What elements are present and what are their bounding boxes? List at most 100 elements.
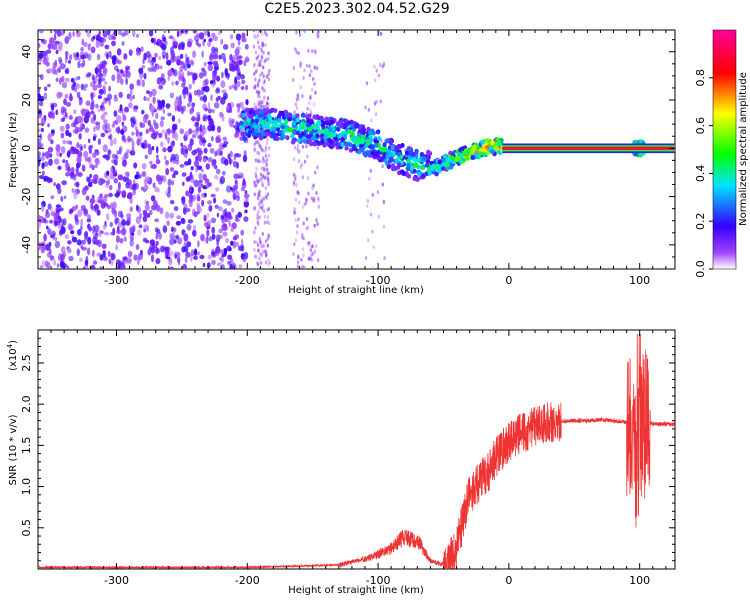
noise-cell xyxy=(54,240,61,249)
noise-cell xyxy=(129,206,133,212)
noise-cell xyxy=(165,52,169,61)
noise-cell xyxy=(219,150,223,156)
noise-cell xyxy=(308,73,312,78)
noise-cell xyxy=(231,222,237,230)
signal-cell xyxy=(333,136,338,141)
noise-cell xyxy=(316,145,320,150)
noise-cell xyxy=(265,146,268,151)
noise-cell xyxy=(184,153,188,159)
noise-cell xyxy=(42,58,48,65)
noise-cell xyxy=(266,101,269,106)
noise-cell xyxy=(59,125,65,132)
noise-cell xyxy=(103,111,108,116)
noise-cell xyxy=(208,38,213,43)
noise-cell xyxy=(85,195,90,201)
signal-cell xyxy=(407,155,413,161)
noise-cell xyxy=(295,30,298,35)
noise-cell xyxy=(228,85,233,90)
noise-cell xyxy=(188,95,193,104)
signal-cell xyxy=(279,135,284,141)
signal-cell xyxy=(389,157,394,163)
noise-cell xyxy=(38,86,41,94)
noise-cell xyxy=(210,193,216,198)
noise-cell xyxy=(260,199,264,204)
signal-cell xyxy=(307,139,312,145)
noise-cell xyxy=(178,72,183,80)
noise-cell xyxy=(126,171,130,178)
noise-cell xyxy=(313,249,317,254)
noise-cell xyxy=(154,227,159,233)
noise-cell xyxy=(265,141,269,146)
noise-cell xyxy=(183,233,189,242)
colorbar-label: Normalized spectral amplitude xyxy=(738,72,749,226)
noise-cell xyxy=(235,218,241,223)
noise-cell xyxy=(181,71,185,78)
noise-cell xyxy=(166,220,170,226)
noise-cell xyxy=(217,206,223,212)
signal-cell xyxy=(306,113,312,119)
noise-cell xyxy=(56,91,62,99)
noise-cell xyxy=(162,225,168,234)
signal-cell xyxy=(441,157,447,163)
noise-cell xyxy=(102,224,107,230)
signal-cell xyxy=(249,114,254,120)
noise-cell xyxy=(81,187,87,196)
noise-cell xyxy=(148,91,153,98)
noise-cell xyxy=(254,171,257,176)
noise-cell xyxy=(179,128,185,135)
noise-cell xyxy=(211,248,215,256)
noise-cell xyxy=(214,174,219,180)
noise-cell xyxy=(122,176,128,183)
noise-cell xyxy=(169,212,175,219)
noise-cell xyxy=(262,104,265,109)
noise-cell xyxy=(215,247,220,254)
noise-cell xyxy=(156,146,159,154)
noise-cell xyxy=(231,118,235,124)
noise-cell xyxy=(177,251,181,259)
noise-cell xyxy=(267,153,271,158)
noise-cell xyxy=(67,223,73,231)
noise-cell xyxy=(234,234,240,239)
noise-cell xyxy=(296,260,300,265)
noise-cell xyxy=(367,238,370,243)
noise-cell xyxy=(266,220,269,225)
snr-y-label: SNR (10 * v/v) xyxy=(8,414,19,485)
signal-cell xyxy=(255,133,261,138)
noise-cell xyxy=(76,142,80,149)
noise-cell xyxy=(133,162,138,169)
noise-cell xyxy=(76,248,81,257)
noise-cell xyxy=(305,217,309,222)
noise-cell xyxy=(316,222,319,227)
noise-cell xyxy=(260,55,264,60)
noise-cell xyxy=(261,232,264,236)
noise-cell xyxy=(179,53,184,59)
signal-cell xyxy=(273,108,278,113)
noise-cell xyxy=(59,260,65,269)
noise-cell xyxy=(121,224,125,229)
noise-cell xyxy=(258,215,261,220)
noise-cell xyxy=(38,151,41,157)
noise-cell xyxy=(135,34,140,38)
signal-cell xyxy=(261,124,266,129)
noise-cell xyxy=(110,258,114,266)
noise-cell xyxy=(184,131,190,137)
noise-cell xyxy=(240,187,245,192)
noise-cell xyxy=(217,30,222,36)
noise-cell xyxy=(261,32,264,37)
noise-cell xyxy=(150,37,155,44)
noise-cell xyxy=(88,226,93,232)
noise-cell xyxy=(293,207,296,212)
noise-cell xyxy=(98,30,101,36)
noise-cell xyxy=(175,80,179,86)
noise-cell xyxy=(155,232,159,240)
noise-cell xyxy=(90,264,96,269)
noise-cell xyxy=(109,139,114,147)
noise-cell xyxy=(258,99,261,104)
noise-cell xyxy=(118,91,123,98)
noise-cell xyxy=(147,143,151,150)
noise-cell xyxy=(154,218,160,223)
noise-cell xyxy=(257,209,260,214)
noise-cell xyxy=(129,83,135,90)
noise-cell xyxy=(193,90,198,96)
noise-cell xyxy=(222,231,228,237)
